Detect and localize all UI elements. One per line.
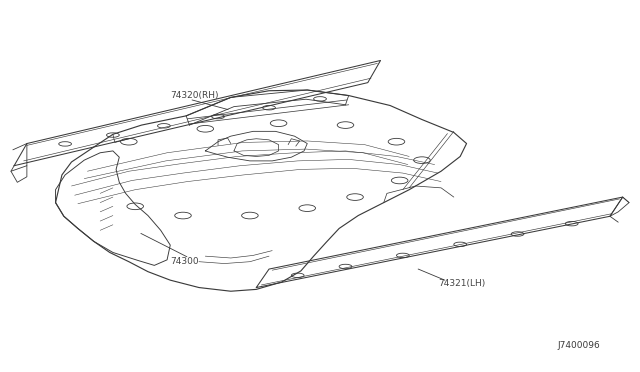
- Text: 74321(LH): 74321(LH): [438, 279, 485, 288]
- Text: 74300: 74300: [170, 257, 199, 266]
- Text: 74320(RH): 74320(RH): [170, 91, 219, 100]
- Text: J7400096: J7400096: [557, 341, 600, 350]
